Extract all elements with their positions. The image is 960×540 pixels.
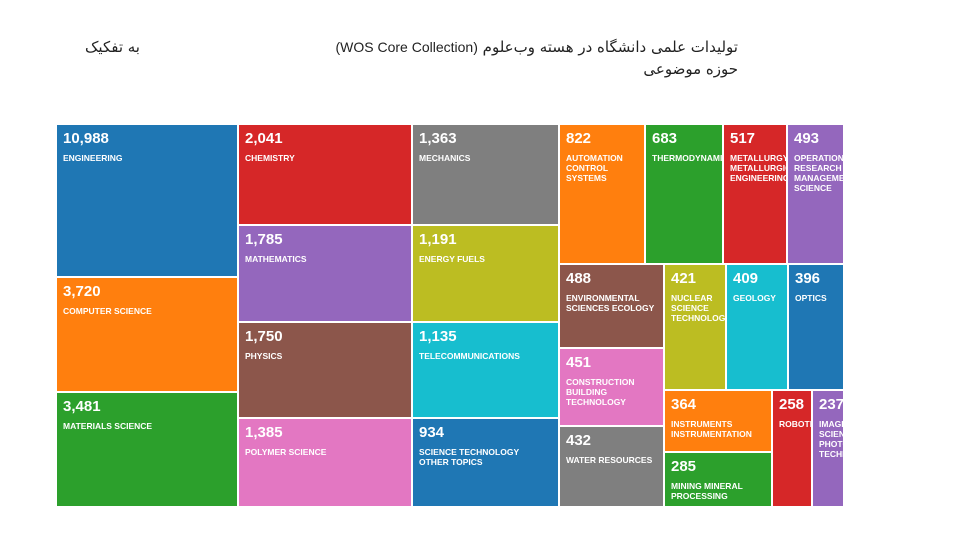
cell-value: 409 bbox=[733, 270, 759, 287]
cell-label: INSTRUMENTS INSTRUMENTATION bbox=[671, 419, 752, 439]
treemap-cell: 364 INSTRUMENTS INSTRUMENTATION bbox=[664, 390, 772, 452]
treemap-cell: 517 METALLURGY METALLURGICAL ENGINEERING bbox=[723, 124, 787, 264]
treemap-cell: 10,988 ENGINEERING bbox=[56, 124, 238, 277]
cell-label: PHYSICS bbox=[245, 351, 283, 361]
cell-value: 285 bbox=[671, 458, 697, 475]
cell-label: AUTOMATION CONTROL SYSTEMS bbox=[566, 153, 623, 183]
cell-value: 1,385 bbox=[245, 424, 283, 441]
cell-label: TELECOMMUNICATIONS bbox=[419, 351, 520, 361]
treemap-cell: 488 ENVIRONMENTAL SCIENCES ECOLOGY bbox=[559, 264, 664, 348]
treemap-cell: 1,363 MECHANICS bbox=[412, 124, 559, 225]
treemap-cell: 3,720 COMPUTER SCIENCE bbox=[56, 277, 238, 392]
cell-label: OPTICS bbox=[795, 293, 827, 303]
cell-value: 1,750 bbox=[245, 328, 283, 345]
cell-label: ENERGY FUELS bbox=[419, 254, 485, 264]
cell-label: CHEMISTRY bbox=[245, 153, 295, 163]
cell-value: 421 bbox=[671, 270, 697, 287]
cell-value: 2,041 bbox=[245, 130, 283, 147]
treemap-cell: 1,750 PHYSICS bbox=[238, 322, 412, 418]
chart-title: تولیدات علمی دانشگاه در هسته وب‌علوم (WO… bbox=[178, 36, 738, 80]
treemap-cell: 2,041 CHEMISTRY bbox=[238, 124, 412, 225]
cell-label: GEOLOGY bbox=[733, 293, 776, 303]
cell-value: 432 bbox=[566, 432, 592, 449]
cell-label: MINING MINERAL PROCESSING bbox=[671, 481, 743, 501]
treemap-cell: 421 NUCLEAR SCIENCE TECHNOLOGY bbox=[664, 264, 726, 390]
cell-label: WATER RESOURCES bbox=[566, 455, 653, 465]
cell-label: OPERATIONS RESEARCH MANAGEMENT SCIENCE bbox=[794, 153, 843, 193]
treemap-cell: 1,385 POLYMER SCIENCE bbox=[238, 418, 412, 507]
treemap-cell: 683 THERMODYNAMICS bbox=[645, 124, 723, 264]
cell-label: COMPUTER SCIENCE bbox=[63, 306, 152, 316]
treemap-cell: 432 WATER RESOURCES bbox=[559, 426, 664, 507]
cell-label: THERMODYNAMICS bbox=[652, 153, 722, 163]
cell-value: 1,785 bbox=[245, 231, 283, 248]
cell-label: POLYMER SCIENCE bbox=[245, 447, 327, 457]
treemap-cell: 493 OPERATIONS RESEARCH MANAGEMENT SCIENC… bbox=[787, 124, 844, 264]
cell-value: 1,191 bbox=[419, 231, 457, 248]
cell-label: ROBOTICS bbox=[779, 419, 811, 429]
title-part-3: حوزه موضوعی bbox=[643, 60, 738, 78]
cell-label: MATERIALS SCIENCE bbox=[63, 421, 153, 431]
treemap-cell: 409 GEOLOGY bbox=[726, 264, 788, 390]
cell-value: 364 bbox=[671, 396, 697, 413]
cell-value: 3,481 bbox=[63, 398, 101, 415]
treemap-cell: 1,191 ENERGY FUELS bbox=[412, 225, 559, 322]
treemap-cell: 396 OPTICS bbox=[788, 264, 844, 390]
cell-value: 451 bbox=[566, 354, 592, 371]
cell-value: 396 bbox=[795, 270, 821, 287]
treemap-cell: 237 IMAGING SCIENCE PHOTOGRAPHIC TECHNOLO… bbox=[812, 390, 844, 507]
cell-value: 1,135 bbox=[419, 328, 457, 345]
cell-label: MECHANICS bbox=[419, 153, 471, 163]
treemap-cell: 822 AUTOMATION CONTROL SYSTEMS bbox=[559, 124, 645, 264]
chart-subtitle: به تفکیک bbox=[85, 38, 140, 56]
cell-value: 3,720 bbox=[63, 283, 101, 300]
cell-value: 517 bbox=[730, 130, 756, 147]
title-part-2: (WOS Core Collection) bbox=[335, 39, 478, 55]
cell-label: ENVIRONMENTAL SCIENCES ECOLOGY bbox=[566, 293, 655, 313]
cell-value: 237 bbox=[819, 396, 844, 413]
cell-value: 1,363 bbox=[419, 130, 457, 147]
cell-value: 683 bbox=[652, 130, 678, 147]
treemap-cell: 1,785 MATHEMATICS bbox=[238, 225, 412, 322]
treemap-cell: 258 ROBOTICS bbox=[772, 390, 812, 507]
treemap-cell: 1,135 TELECOMMUNICATIONS bbox=[412, 322, 559, 418]
title-part-1: تولیدات علمی دانشگاه در هسته وب‌علوم bbox=[482, 38, 738, 56]
cell-label: METALLURGY METALLURGICAL ENGINEERING bbox=[730, 153, 786, 183]
cell-label: NUCLEAR SCIENCE TECHNOLOGY bbox=[671, 293, 725, 323]
cell-value: 258 bbox=[779, 396, 805, 413]
cell-value: 488 bbox=[566, 270, 592, 287]
cell-value: 493 bbox=[794, 130, 820, 147]
cell-value: 822 bbox=[566, 130, 592, 147]
cell-value: 934 bbox=[419, 424, 445, 441]
cell-label: CONSTRUCTION BUILDING TECHNOLOGY bbox=[566, 377, 635, 407]
cell-label: MATHEMATICS bbox=[245, 254, 307, 264]
treemap-cell: 934 SCIENCE TECHNOLOGY OTHER TOPICS bbox=[412, 418, 559, 507]
treemap-cell: 451 CONSTRUCTION BUILDING TECHNOLOGY bbox=[559, 348, 664, 426]
cell-label: IMAGING SCIENCE PHOTOGRAPHIC TECHNOLOGY bbox=[819, 419, 843, 459]
treemap-cell: 3,481 MATERIALS SCIENCE bbox=[56, 392, 238, 507]
treemap-cell: 285 MINING MINERAL PROCESSING bbox=[664, 452, 772, 507]
cell-label: ENGINEERING bbox=[63, 153, 123, 163]
cell-value: 10,988 bbox=[63, 130, 109, 147]
cell-label: SCIENCE TECHNOLOGY OTHER TOPICS bbox=[419, 447, 520, 467]
